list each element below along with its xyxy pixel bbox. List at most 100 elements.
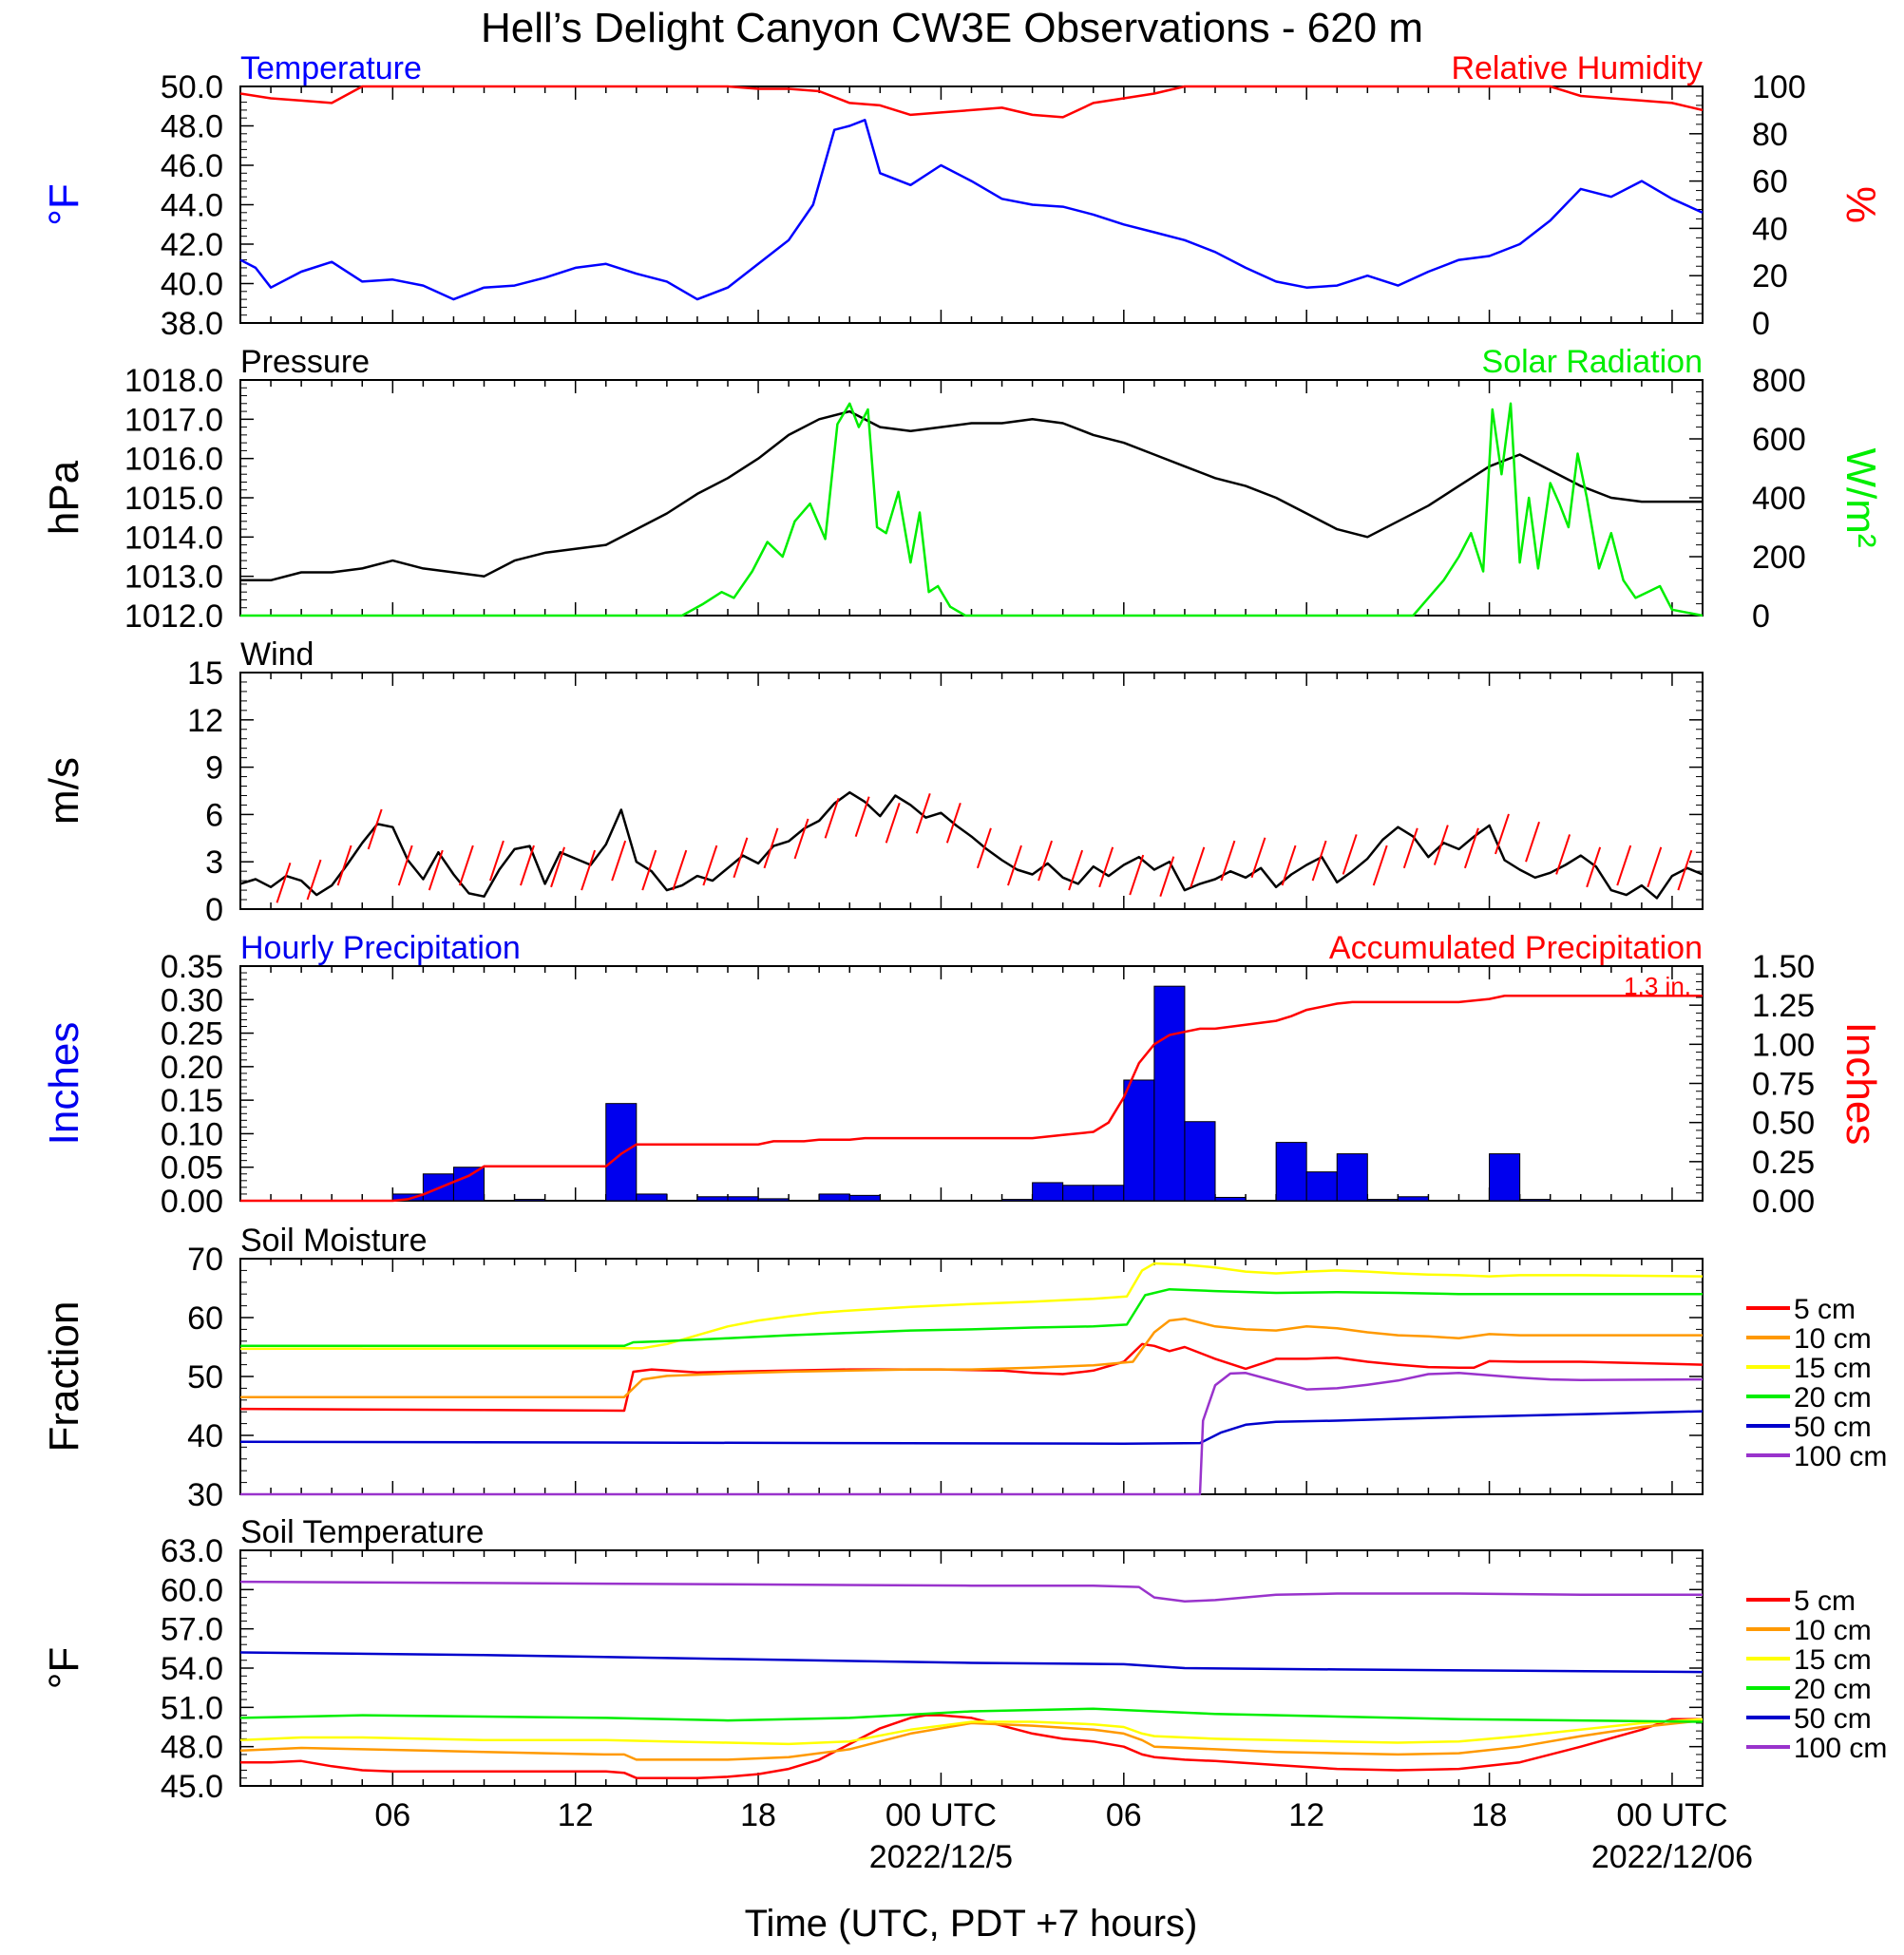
series-line-solar-radiation <box>240 402 1704 617</box>
y-tick-label-left: 40 <box>187 1418 223 1454</box>
precip-bar <box>1305 1171 1338 1202</box>
y-tick-label-right: 1.25 <box>1752 988 1815 1024</box>
wind-barb <box>672 849 688 891</box>
wind-barb <box>976 827 992 869</box>
wind-barb <box>641 849 657 891</box>
y-axis-unit-left: °F <box>41 1647 87 1689</box>
legend-label: 100 cm <box>1794 1441 1887 1472</box>
precip-bar <box>1275 1142 1307 1202</box>
wind-barb <box>1098 846 1114 888</box>
panel-title-right: Accumulated Precipitation <box>1329 930 1703 966</box>
x-tick-label: 12 <box>558 1797 594 1833</box>
accumulated-precip-annotation: 1.3 in. <box>1624 972 1691 1000</box>
y-tick-label-left: 15 <box>187 655 223 692</box>
precip-bar <box>1366 1199 1399 1202</box>
wind-barb <box>1159 856 1175 898</box>
precip-bar <box>1001 1199 1034 1202</box>
series-line-temperature <box>239 119 1704 301</box>
y-tick-label-left: 9 <box>205 750 223 787</box>
x-axis-ticks: 06 12 18 00 UTC 2022/12/5 06 12 18 00 UTC 2022/12… <box>374 1797 1753 1875</box>
y-tick-label-left: 51.0 <box>161 1690 223 1726</box>
y-axis-unit-left: °F <box>41 183 87 225</box>
wind-barb <box>581 849 597 891</box>
y-tick-label-left: 60.0 <box>161 1572 223 1608</box>
precip-bar <box>757 1198 790 1202</box>
series-line-20-cm <box>239 1707 1704 1723</box>
y-tick-label-left: 1012.0 <box>124 598 223 635</box>
wind-barb <box>397 845 413 886</box>
y-tick-label-right: 60 <box>1752 164 1788 200</box>
precip-bar <box>636 1193 668 1202</box>
plot-frame <box>239 85 1704 324</box>
y-tick-label-left: 70 <box>187 1242 223 1278</box>
wind-barb <box>854 796 870 837</box>
wind-barb <box>488 840 505 882</box>
y-tick-label-left: 0.30 <box>161 982 223 1018</box>
wind-barb <box>1677 849 1693 891</box>
series-line-15-cm <box>239 1262 1704 1351</box>
precip-bar <box>1184 1121 1216 1202</box>
y-tick-label-left: 45.0 <box>161 1769 223 1805</box>
precip-bar <box>1123 1079 1155 1202</box>
x-tick-label: 06 <box>1106 1797 1142 1833</box>
panel-title-left: Soil Moisture <box>240 1223 428 1259</box>
wind-barb <box>1311 840 1327 882</box>
wind-barb <box>1281 845 1297 886</box>
x-tick-label: 18 <box>1472 1797 1508 1833</box>
wind-barb <box>733 837 749 879</box>
wind-barb <box>367 808 383 850</box>
series-line-20-cm <box>240 1287 1703 1348</box>
wind-barb <box>945 802 962 844</box>
wind-barb <box>1586 846 1602 888</box>
panel-precipitation: 0.000.050.100.150.200.250.300.350.000.25… <box>41 930 1884 1220</box>
precip-bar <box>1153 985 1186 1202</box>
series-line-5-cm <box>240 1714 1703 1779</box>
wind-barb <box>702 845 718 886</box>
wind-barb <box>1068 849 1084 891</box>
wind-barb <box>1433 825 1449 865</box>
y-tick-label-left: 42.0 <box>161 227 223 263</box>
y-tick-label-left: 46.0 <box>161 148 223 184</box>
precip-bar <box>1519 1199 1552 1202</box>
series-line-50-cm <box>239 1651 1704 1674</box>
precip-bar <box>1062 1185 1095 1202</box>
y-tick-label-right: 0 <box>1752 306 1770 342</box>
y-tick-label-right: 600 <box>1752 422 1806 458</box>
y-tick-label-left: 0.10 <box>161 1116 223 1152</box>
wind-barb <box>915 793 931 834</box>
y-tick-label-left: 0.05 <box>161 1150 223 1186</box>
legend-label: 15 cm <box>1794 1644 1872 1676</box>
wind-barb <box>1647 846 1663 888</box>
legend-label: 50 cm <box>1794 1412 1872 1443</box>
y-tick-label-left: 0.20 <box>161 1050 223 1086</box>
plot-frame <box>239 379 1704 617</box>
wind-barb <box>1402 827 1418 869</box>
legend-label: 5 cm <box>1794 1294 1856 1325</box>
y-tick-label-left: 44.0 <box>161 188 223 224</box>
y-tick-label-right: 1.00 <box>1752 1027 1815 1063</box>
wind-barb <box>1555 834 1571 875</box>
wind-barb <box>1190 846 1206 888</box>
y-tick-label-right: 1.50 <box>1752 949 1815 985</box>
y-tick-label-right: 0.25 <box>1752 1145 1815 1181</box>
series-line-pressure <box>240 409 1703 582</box>
x-tick-label: 00 UTC <box>1616 1797 1727 1833</box>
panel-soil-temperature: 45.048.0 51.054.057.0 60.063.0 Soil Tempera… <box>41 1514 1887 1805</box>
y-tick-label-left: 50 <box>187 1359 223 1395</box>
precip-bar <box>848 1194 881 1202</box>
y-tick-label-left: 1015.0 <box>124 481 223 517</box>
wind-barb <box>306 859 322 901</box>
legend-label: 50 cm <box>1794 1703 1872 1735</box>
series-line-10-cm <box>239 1718 1704 1761</box>
series-line-relative-humidity <box>239 85 1704 119</box>
precip-bar <box>452 1167 485 1202</box>
precip-bar <box>605 1103 638 1202</box>
y-tick-label-right: 100 <box>1752 69 1806 105</box>
precip-bar <box>1214 1196 1247 1202</box>
wind-barb <box>550 846 565 888</box>
y-tick-label-left: 48.0 <box>161 109 223 145</box>
y-tick-label-left: 54.0 <box>161 1651 223 1687</box>
wind-barb <box>824 797 840 839</box>
y-tick-label-right: 400 <box>1752 481 1806 517</box>
